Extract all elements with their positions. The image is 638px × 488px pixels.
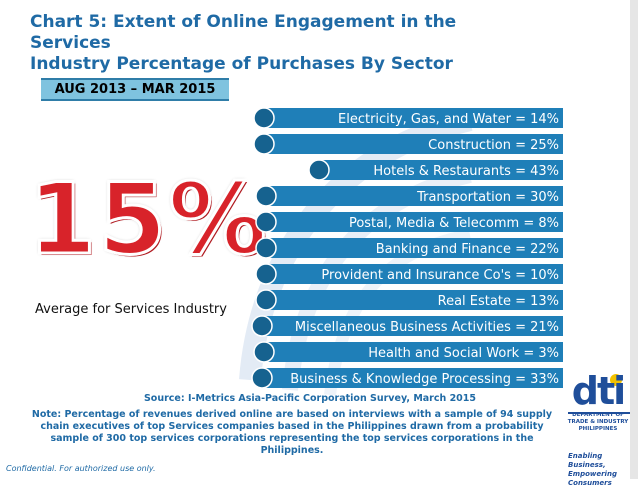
confidential-notice: Confidential. For authorized use only. [6, 464, 156, 473]
sector-bar: Business & Knowledge Processing = 33% [251, 367, 563, 389]
sector-bar-label: Transportation = 30% [416, 190, 559, 205]
sector-bar-rect [258, 368, 563, 388]
dti-logo-emblem [568, 374, 630, 414]
logo-dept-line-3: PHILIPPINES [578, 426, 618, 432]
sector-bar-rect [315, 160, 563, 180]
sector-bar-cap [308, 159, 330, 181]
side-rule [630, 0, 638, 479]
sector-bar-rect [260, 108, 563, 128]
sector-bar: Hotels & Restaurants = 43% [308, 159, 563, 181]
sector-bar-cap [255, 289, 277, 311]
logo-dept-line-1: DEPARTMENT OF [572, 412, 624, 418]
sector-bar-rect [262, 290, 563, 310]
title-line-2: Industry Percentage of Purchases By Sect… [30, 54, 453, 74]
sector-bar-cap [253, 107, 275, 129]
sector-bar-label: Banking and Finance = 22% [376, 242, 559, 257]
sector-bar-cap [255, 263, 277, 285]
tagline-line-1: Enabling Business, [568, 452, 606, 469]
sector-bar-label: Business & Knowledge Processing = 33% [290, 372, 559, 387]
headline-label: Average for Services Industry [35, 302, 227, 317]
sector-bar-rect [262, 186, 563, 206]
sector-bar-label: Miscellaneous Business Activities = 21% [295, 320, 559, 335]
sector-bar-rect [258, 316, 563, 336]
source-note: Source: I-Metrics Asia-Pacific Corporati… [143, 393, 477, 404]
headline-percentage: 15% [27, 162, 269, 279]
sector-bar-label: Health and Social Work = 3% [368, 346, 559, 361]
sector-bar: Postal, Media & Telecomm = 8% [255, 211, 563, 233]
sector-bar: Electricity, Gas, and Water = 14% [253, 107, 563, 129]
sector-bar-rect [262, 264, 563, 284]
sector-bar: Health and Social Work = 3% [253, 341, 563, 363]
logo-wordmark: dti [571, 369, 626, 413]
title-line-1: Chart 5: Extent of Online Engagement in … [30, 12, 457, 53]
methodology-note: Note: Percentage of revenues derived onl… [31, 409, 553, 456]
sector-bar-rect [260, 342, 563, 362]
sector-bar-cap [253, 341, 275, 363]
sector-bar-label: Construction = 25% [428, 138, 559, 153]
chart-title: Chart 5: Extent of Online Engagement in … [30, 12, 500, 75]
sector-bar: Construction = 25% [253, 133, 563, 155]
sector-bar-cap [251, 315, 273, 337]
logo-department: DEPARTMENT OF TRADE & INDUSTRY PHILIPPIN… [563, 412, 633, 433]
sector-bar-label: Hotels & Restaurants = 43% [373, 164, 559, 179]
sector-bar-rect [262, 212, 563, 232]
sector-bar: Provident and Insurance Co's = 10% [255, 263, 563, 285]
sector-bar: Miscellaneous Business Activities = 21% [251, 315, 563, 337]
sector-bar-rect [262, 238, 563, 258]
sector-bar-label: Provident and Insurance Co's = 10% [321, 268, 559, 283]
sector-bar: Transportation = 30% [255, 185, 563, 207]
sector-bar-cap [253, 133, 275, 155]
sector-bar-cap [255, 211, 277, 233]
sector-bar-label: Real Estate = 13% [438, 294, 559, 309]
logo-tagline: Enabling Business, Empowering Consumers [568, 452, 638, 488]
period-badge: AUG 2013 – MAR 2015 [41, 78, 229, 101]
sector-bar-label: Electricity, Gas, and Water = 14% [338, 112, 559, 127]
sector-bar-cap [255, 237, 277, 259]
sector-bar-cap [255, 185, 277, 207]
sector-bar: Real Estate = 13% [255, 289, 563, 311]
sector-bar-rect [260, 134, 563, 154]
sector-bar-cap [251, 367, 273, 389]
logo-dept-line-2: TRADE & INDUSTRY [567, 419, 629, 425]
tagline-line-2: Empowering Consumers [568, 470, 617, 487]
sector-bar-label: Postal, Media & Telecomm = 8% [349, 216, 559, 231]
sector-bar: Banking and Finance = 22% [255, 237, 563, 259]
